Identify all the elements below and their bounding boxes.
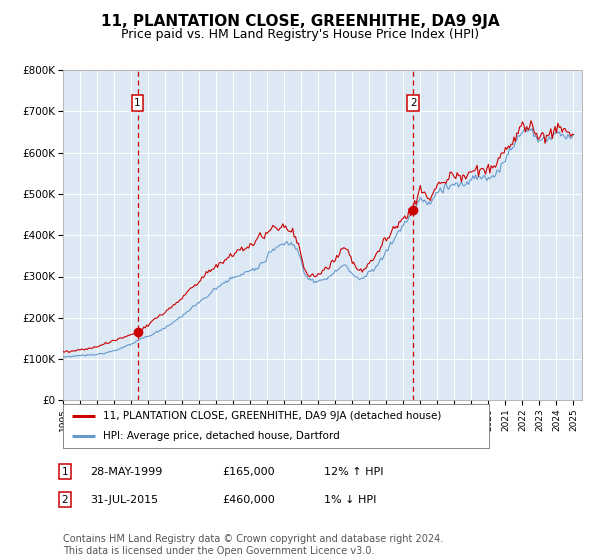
Text: 2: 2: [410, 98, 416, 108]
Text: Price paid vs. HM Land Registry's House Price Index (HPI): Price paid vs. HM Land Registry's House …: [121, 28, 479, 41]
Text: 1: 1: [61, 466, 68, 477]
Text: £460,000: £460,000: [222, 494, 275, 505]
Text: 31-JUL-2015: 31-JUL-2015: [90, 494, 158, 505]
Text: HPI: Average price, detached house, Dartford: HPI: Average price, detached house, Dart…: [103, 431, 340, 441]
Text: 12% ↑ HPI: 12% ↑ HPI: [324, 466, 383, 477]
Text: 11, PLANTATION CLOSE, GREENHITHE, DA9 9JA (detached house): 11, PLANTATION CLOSE, GREENHITHE, DA9 9J…: [103, 411, 442, 421]
Text: 2: 2: [61, 494, 68, 505]
Text: 1% ↓ HPI: 1% ↓ HPI: [324, 494, 376, 505]
Text: Contains HM Land Registry data © Crown copyright and database right 2024.
This d: Contains HM Land Registry data © Crown c…: [63, 534, 443, 556]
Text: £165,000: £165,000: [222, 466, 275, 477]
Text: 1: 1: [134, 98, 141, 108]
Text: 11, PLANTATION CLOSE, GREENHITHE, DA9 9JA: 11, PLANTATION CLOSE, GREENHITHE, DA9 9J…: [101, 14, 499, 29]
Text: 28-MAY-1999: 28-MAY-1999: [90, 466, 163, 477]
